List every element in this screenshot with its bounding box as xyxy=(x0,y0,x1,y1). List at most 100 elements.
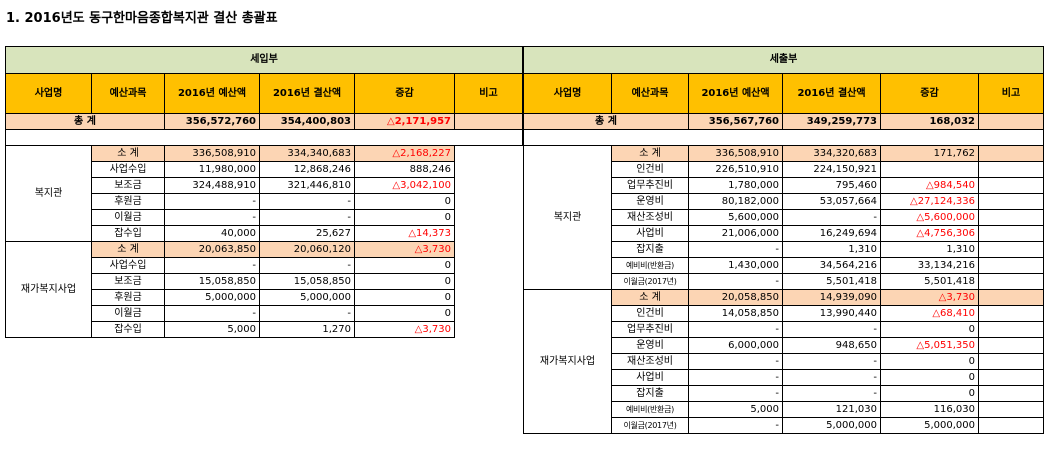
settlement-cell: - xyxy=(782,369,881,386)
settlement-cell: 5,000,000 xyxy=(259,289,355,306)
settlement-cell: 12,868,246 xyxy=(259,161,355,178)
budget-cell: - xyxy=(688,369,783,386)
change-cell xyxy=(880,161,979,178)
remarks-cell xyxy=(455,322,523,338)
account-cell: 재산조성비 xyxy=(611,353,689,370)
budget-cell: 20,058,850 xyxy=(688,289,783,306)
account-cell: 사업수입 xyxy=(91,257,165,274)
remarks-cell xyxy=(977,177,1045,194)
settlement-cell: 53,057,664 xyxy=(782,193,881,210)
budget-cell: 5,000 xyxy=(688,401,783,418)
change-cell: △5,600,000 xyxy=(880,209,979,226)
remarks-cell xyxy=(977,369,1045,386)
change-cell: 1,310 xyxy=(880,241,979,258)
expense-header-budget: 2016년 예산액 xyxy=(688,73,783,114)
budget-cell: 15,058,850 xyxy=(164,273,260,290)
change-cell: 0 xyxy=(880,321,979,338)
table-row: 사업수입 - -0 xyxy=(6,257,523,274)
expense-table: 세출부 사업명 예산과목 2016년 예산액 2016년 결산액 증감 비고 총… xyxy=(522,46,1045,434)
change-cell: 33,134,216 xyxy=(880,257,979,274)
table-row: 재산조성비 - -0 xyxy=(524,353,1045,370)
budget-cell: 80,182,000 xyxy=(688,193,783,210)
remarks-cell xyxy=(977,385,1045,402)
remarks-cell xyxy=(977,417,1045,434)
budget-cell: 336,508,910 xyxy=(164,145,260,162)
account-cell: 보조금 xyxy=(91,177,165,194)
settlement-cell: 121,030 xyxy=(782,401,881,418)
remarks-cell xyxy=(977,273,1045,290)
settlement-cell: 795,460 xyxy=(782,177,881,194)
account-cell: 예비비(반환금) xyxy=(611,257,689,274)
settlement-cell: - xyxy=(259,305,355,322)
remarks-cell xyxy=(977,321,1045,338)
table-row: 이월금(2017년) -5,501,418 5,501,418 xyxy=(524,273,1045,290)
settlement-cell: 1,270 xyxy=(259,321,355,338)
spacer-row xyxy=(4,129,524,146)
account-cell: 업무추진비 xyxy=(611,321,689,338)
account-cell: 업무추진비 xyxy=(611,177,689,194)
settlement-cell: - xyxy=(259,193,355,210)
remarks-cell xyxy=(455,194,523,210)
account-cell: 인건비 xyxy=(611,161,689,178)
document-title: 1. 2016년도 동구한마음종합복지관 결산 총괄표 xyxy=(6,11,278,26)
income-table: 세입부 사업명 예산과목 2016년 예산액 2016년 결산액 증감 비고 총… xyxy=(4,46,524,338)
budget-cell: - xyxy=(164,209,260,226)
budget-cell: - xyxy=(688,417,783,434)
budget-cell: - xyxy=(164,193,260,210)
income-header-change: 증감 xyxy=(354,73,455,114)
settlement-cell: - xyxy=(782,385,881,402)
settlement-cell: - xyxy=(782,209,881,226)
table-row: 인건비 14,058,850 13,990,440 △68,410 xyxy=(524,305,1045,322)
remarks-cell xyxy=(455,274,523,290)
table-row: 이월금 - -0 xyxy=(6,305,523,322)
account-cell: 이월금(2017년) xyxy=(611,273,689,290)
income-header-budget: 2016년 예산액 xyxy=(164,73,260,114)
expense-header-account: 예산과목 xyxy=(611,73,689,114)
expense-section-title: 세출부 xyxy=(522,46,1045,74)
account-cell: 소 계 xyxy=(611,145,689,162)
budget-cell: 20,063,850 xyxy=(164,241,260,258)
budget-cell: - xyxy=(688,241,783,258)
change-cell: △5,051,350 xyxy=(880,337,979,354)
income-total-remarks xyxy=(453,113,524,130)
settlement-cell: 14,939,090 xyxy=(782,289,881,306)
remarks-cell xyxy=(977,257,1045,274)
income-header-account: 예산과목 xyxy=(91,73,165,114)
income-total-settlement: 354,400,803 xyxy=(259,113,355,130)
subtotal-row: 복지관 소 계 336,508,910 334,320,683 171,762 xyxy=(523,145,1045,290)
table-row: 업무추진비 1,780,000 795,460 △984,540 xyxy=(524,177,1045,194)
remarks-cell xyxy=(455,306,523,322)
remarks-cell xyxy=(455,210,523,226)
account-cell: 인건비 xyxy=(611,305,689,322)
budget-cell: 6,000,000 xyxy=(688,337,783,354)
budget-cell: 11,980,000 xyxy=(164,161,260,178)
remarks-cell xyxy=(977,353,1045,370)
settlement-cell: 20,060,120 xyxy=(259,241,355,258)
budget-cell: 324,488,910 xyxy=(164,177,260,194)
settlement-cell: - xyxy=(259,257,355,274)
expense-total-settlement: 349,259,773 xyxy=(782,113,881,130)
budget-cell: 14,058,850 xyxy=(688,305,783,322)
account-cell: 잡지출 xyxy=(611,385,689,402)
business-name-cell: 복지관 xyxy=(523,145,612,290)
change-cell: △3,730 xyxy=(354,241,455,258)
settlement-cell: 16,249,694 xyxy=(782,225,881,242)
budget-cell: 1,430,000 xyxy=(688,257,783,274)
remarks-cell xyxy=(977,401,1045,418)
table-row: 운영비 80,182,000 53,057,664 △27,124,336 xyxy=(524,193,1045,210)
remarks-cell xyxy=(977,337,1045,354)
settlement-cell: - xyxy=(782,353,881,370)
table-row: 사업수입 11,980,000 12,868,246 888,246 xyxy=(6,161,523,178)
account-cell: 운영비 xyxy=(611,193,689,210)
remarks-cell xyxy=(977,225,1045,242)
settlement-cell: 5,501,418 xyxy=(782,273,881,290)
change-cell: 0 xyxy=(354,289,455,306)
budget-cell: 5,600,000 xyxy=(688,209,783,226)
budget-cell: 5,000,000 xyxy=(164,289,260,306)
table-row: 후원금 5,000,000 5,000,000 0 xyxy=(6,289,523,306)
table-row: 후원금 - -0 xyxy=(6,193,523,210)
business-name-cell: 재가복지사업 xyxy=(5,241,92,338)
expense-total-budget: 356,567,760 xyxy=(688,113,783,130)
account-cell: 이월금(2017년) xyxy=(611,417,689,434)
account-cell: 사업비 xyxy=(611,225,689,242)
